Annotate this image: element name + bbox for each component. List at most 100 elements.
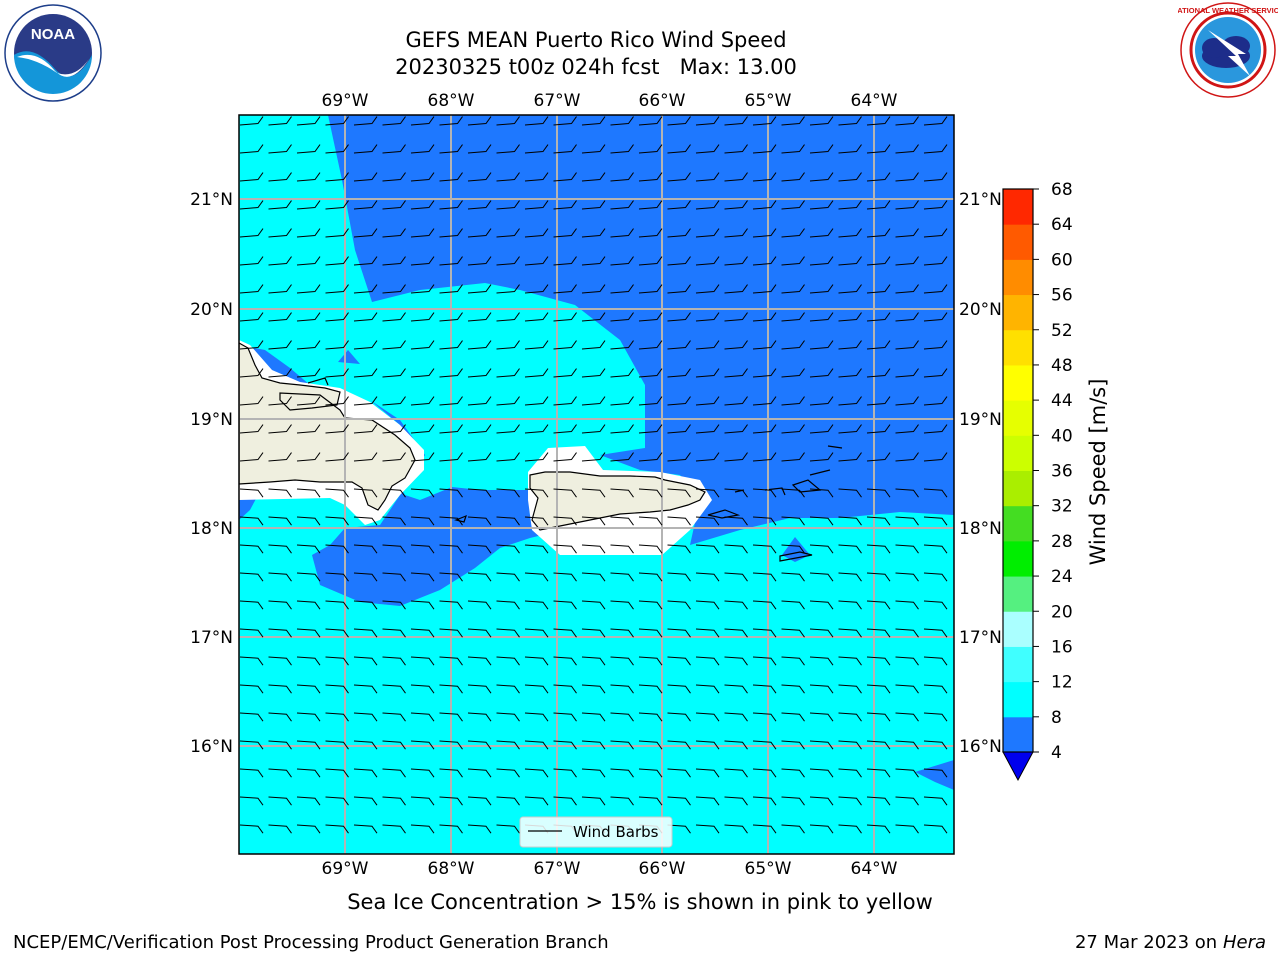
wind-barb — [638, 368, 663, 378]
wind-barb — [809, 600, 834, 610]
colorbar-band — [1003, 224, 1033, 260]
wind-barb — [239, 712, 264, 722]
wind-barb — [496, 796, 520, 806]
wind-barb — [923, 796, 948, 806]
wind-barb — [553, 796, 577, 806]
wind-barb — [695, 116, 720, 126]
wind-barb — [524, 488, 549, 498]
wind-barb — [410, 516, 435, 526]
wind-barb — [439, 768, 463, 778]
wind-barb — [923, 228, 948, 238]
wind-barb — [553, 740, 577, 750]
wind-barb — [695, 452, 720, 462]
wind-barb — [439, 600, 463, 610]
wind-barb — [553, 768, 577, 778]
wind-barb — [866, 368, 891, 378]
wind-barb — [382, 396, 406, 406]
wind-barb — [496, 656, 520, 666]
wind-barb — [895, 544, 919, 554]
wind-barb — [809, 116, 834, 126]
wind-barb — [467, 824, 492, 834]
wind-barb — [524, 368, 549, 378]
wind-barb — [325, 116, 349, 126]
wind-barb — [410, 200, 435, 210]
wind-barb — [638, 144, 663, 154]
wind-barb — [781, 396, 805, 406]
latitude-label: 18°N — [959, 519, 1002, 539]
wind-barb — [439, 116, 463, 126]
wind-barb — [382, 284, 406, 294]
wind-barb — [610, 424, 634, 434]
wind-barb — [895, 516, 919, 526]
wind-barb — [781, 572, 805, 582]
wind-barb — [667, 312, 691, 322]
wind-barb — [638, 172, 663, 182]
wind-barb — [353, 824, 378, 834]
wind-barb — [410, 340, 435, 350]
wind-barb — [610, 172, 634, 182]
noaa-logo: NOAA — [4, 4, 102, 102]
wind-barb — [923, 740, 948, 750]
wind-barb — [866, 488, 891, 498]
wind-barb — [895, 396, 919, 406]
colorbar-tick-label: 60 — [1051, 250, 1073, 270]
wind-barb — [724, 228, 748, 238]
wind-barb — [838, 544, 862, 554]
wind-barb — [496, 144, 520, 154]
longitude-label: 68°W — [428, 859, 475, 879]
wind-barb — [838, 228, 862, 238]
colorbar-band — [1003, 646, 1033, 683]
wind-barb — [838, 284, 862, 294]
wind-barb — [296, 452, 321, 462]
wind-barb — [581, 284, 606, 294]
wind-barb — [439, 796, 463, 806]
wind-barb — [695, 600, 720, 610]
wind-barb — [581, 684, 606, 694]
wind-barb — [838, 340, 862, 350]
wind-barb — [638, 600, 663, 610]
wind-barb — [667, 228, 691, 238]
wind-barb — [353, 340, 378, 350]
wind-barb — [695, 200, 720, 210]
wind-barb — [353, 284, 378, 294]
wind-barb — [895, 256, 919, 266]
wind-barb — [610, 684, 634, 694]
wind-barb — [638, 452, 663, 462]
wind-barb — [724, 768, 748, 778]
colorbar-band — [1003, 470, 1033, 507]
wind-barb — [239, 284, 264, 294]
wind-barb — [610, 516, 634, 526]
wind-barb — [410, 116, 435, 126]
wind-barb — [524, 284, 549, 294]
wind-barb — [895, 572, 919, 582]
wind-barb — [524, 312, 549, 322]
wind-barb — [667, 740, 691, 750]
wind-barb — [325, 768, 349, 778]
wind-barb — [296, 544, 321, 554]
wind-barb — [838, 796, 862, 806]
wind-barb — [353, 116, 378, 126]
wind-barb — [638, 256, 663, 266]
longitude-label: 64°W — [851, 859, 898, 879]
colorbar-tick-label: 12 — [1051, 673, 1073, 693]
wind-barb — [553, 628, 577, 638]
longitude-label: 67°W — [534, 91, 581, 111]
wind-barb — [553, 684, 577, 694]
wind-barb — [410, 600, 435, 610]
wind-barb — [923, 144, 948, 154]
wind-barb — [809, 768, 834, 778]
wind-barb — [866, 396, 891, 406]
wind-barb — [439, 368, 463, 378]
wind-barb — [325, 368, 349, 378]
wind-barb — [695, 516, 720, 526]
wind-barb — [752, 340, 777, 350]
wind-barb — [781, 144, 805, 154]
wind-barb — [781, 712, 805, 722]
wind-barb — [496, 684, 520, 694]
wind-barb — [752, 172, 777, 182]
wind-barb — [895, 340, 919, 350]
wind-barb — [553, 516, 577, 526]
wind-barb — [638, 628, 663, 638]
colorbar-tick-label: 36 — [1051, 462, 1073, 482]
wind-barb — [695, 312, 720, 322]
